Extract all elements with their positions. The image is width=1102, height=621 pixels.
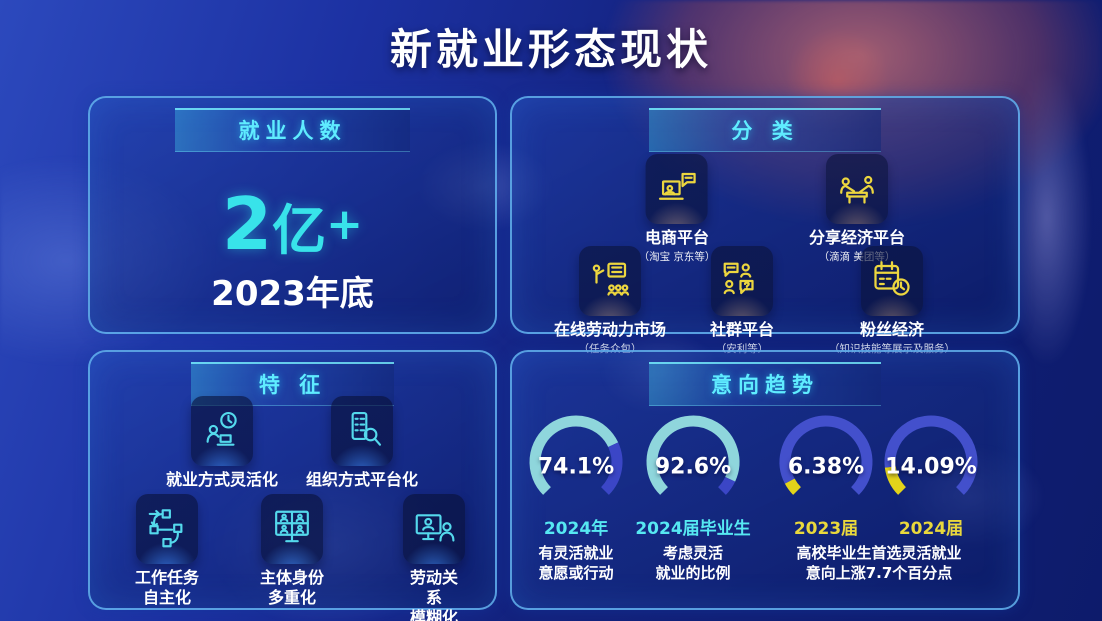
panel-categories: 分 类 电商平台 （淘宝 京东等） 分享经济平台 （滴滴 [510, 96, 1020, 355]
feature-item: 就业方式灵活化 [166, 396, 278, 490]
feature-label: 工作任务 自主化 [134, 568, 200, 607]
feature-item: 组织方式平台化 [306, 396, 418, 490]
feature-label: 主体身份 多重化 [259, 568, 325, 607]
gauge-tick-label: 2023届 [793, 519, 859, 539]
employment-number-date: 2023年底 [211, 274, 374, 314]
panel-employment-header: 就业人数 [175, 108, 410, 152]
category-label: 社群平台 [709, 320, 775, 339]
gauge-tick-label: 2024年 [543, 519, 609, 539]
sharing-economy-icon [825, 154, 888, 224]
gauge-ring [884, 415, 978, 495]
gauge-ring [779, 415, 873, 495]
gauge-2024-graduates: 92.6% 2024届毕业生 [630, 410, 756, 539]
panel-intention-trends: 意向趋势 74.1% 2024年 92.6% 2024届毕业生 6.38% 20… [510, 350, 1020, 610]
gauge-ring [646, 415, 740, 495]
employment-number-unit: 亿 [272, 199, 327, 262]
gauge-caption-mid: 考虑灵活 就业的比例 [655, 544, 731, 582]
category-label: 分享经济平台 [808, 228, 906, 247]
task-autonomy-icon [135, 494, 198, 564]
category-item: 电商平台 （淘宝 京东等） [638, 154, 716, 264]
feature-item: 工作任务 自主化 [135, 494, 199, 608]
panel-features: 特 征 就业方式灵活化 组织方式平台化 [88, 350, 497, 621]
employment-number: 2亿+ [90, 182, 495, 266]
flexible-employment-icon [190, 396, 253, 466]
ecommerce-platform-icon [646, 154, 708, 224]
feature-item: 主体身份 多重化 [260, 494, 324, 608]
feature-label: 组织方式平台化 [305, 470, 419, 489]
category-label: 在线劳动力市场 [553, 320, 667, 339]
category-label: 粉丝经济 [859, 320, 924, 339]
gauge-caption-right: 高校毕业生首选灵活就业 意向上涨7.7个百分点 [796, 544, 962, 582]
category-label: 电商平台 [644, 228, 709, 247]
category-item: 在线劳动力市场 （任务众包） [554, 246, 666, 356]
page-title: 新就业形态现状 [389, 25, 712, 74]
gauge-tick-label: 2024届毕业生 [635, 519, 751, 539]
gauge-value: 6.38% [787, 454, 865, 480]
employment-number-suffix: + [326, 199, 363, 250]
feature-label: 就业方式灵活化 [165, 470, 279, 489]
category-item: 社群平台 （安利等） [710, 246, 774, 356]
gauge-2024-willingness: 74.1% 2024年 [513, 410, 639, 539]
online-labor-market-icon [578, 246, 641, 316]
panel-categories-header: 分 类 [648, 108, 882, 152]
blurred-labor-relation-icon [403, 494, 465, 564]
gauge-2024-cohort: 14.09% 2024届 [868, 410, 994, 539]
fan-economy-icon [861, 246, 923, 316]
category-sublabel: （淘宝 京东等） [638, 251, 716, 263]
platform-organization-icon [330, 396, 393, 466]
category-item: 粉丝经济 （知识技能等展示及服务） [829, 246, 955, 356]
community-platform-icon [710, 246, 773, 316]
panel-employment-count: 就业人数 2亿+ 2023年底 [88, 96, 497, 334]
employment-number-digit: 2 [222, 182, 273, 266]
gauge-2023-cohort: 6.38% 2023届 [763, 410, 889, 539]
gauge-value: 92.6% [654, 454, 732, 480]
gauge-value: 74.1% [537, 454, 615, 480]
feature-label: 劳动关系 模糊化 [409, 568, 458, 621]
gauge-value: 14.09% [885, 454, 977, 480]
multiple-identity-icon [260, 494, 323, 564]
gauge-tick-label: 2024届 [898, 519, 964, 539]
gauge-ring [529, 415, 623, 495]
panel-trends-header: 意向趋势 [648, 362, 882, 406]
feature-item: 劳动关系 模糊化 [403, 494, 465, 621]
gauge-caption-left: 有灵活就业 意愿或行动 [538, 544, 614, 582]
